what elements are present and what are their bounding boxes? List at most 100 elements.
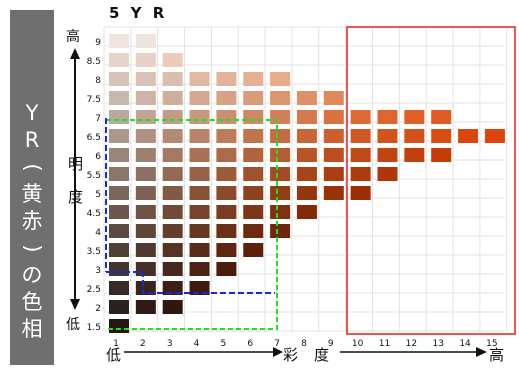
- x-tick-label: 11: [379, 339, 390, 349]
- color-chip: [109, 243, 129, 257]
- color-chip: [216, 205, 237, 219]
- x-tick-label: 14: [459, 339, 471, 349]
- color-chip: [189, 167, 210, 181]
- red-highlight-box: [346, 26, 516, 335]
- color-chip: [216, 186, 237, 200]
- color-chip: [135, 243, 156, 257]
- color-chip: [162, 300, 183, 314]
- hue-label-char: 相: [21, 317, 43, 341]
- color-chip: [323, 129, 344, 143]
- color-chip: [243, 91, 264, 105]
- color-chip: [243, 224, 264, 238]
- color-chip: [189, 262, 210, 276]
- color-chip: [216, 262, 237, 276]
- color-chip: [162, 110, 183, 124]
- color-chip: [109, 148, 129, 162]
- y-tick-label: 2: [95, 304, 101, 314]
- hue-label-char: 赤: [21, 209, 43, 233]
- color-chip: [243, 243, 264, 257]
- color-chip: [189, 72, 210, 86]
- value-axis-title-1: 明: [68, 155, 84, 173]
- color-chip: [377, 110, 398, 124]
- color-chip: [162, 91, 183, 105]
- color-chip: [270, 224, 291, 238]
- hue-side-panel: Y R (黄赤) の色相: [10, 10, 54, 365]
- color-chip: [270, 129, 291, 143]
- color-chip: [296, 148, 317, 162]
- color-chip: [135, 205, 156, 219]
- color-chip: [484, 129, 505, 143]
- color-chip: [135, 224, 156, 238]
- color-chip: [109, 34, 129, 48]
- x-tick-label: 4: [194, 339, 200, 349]
- y-tick-label: 6.5: [87, 133, 101, 143]
- color-chip: [323, 148, 344, 162]
- color-chip: [350, 129, 371, 143]
- y-tick-label: 5.5: [87, 171, 101, 181]
- color-chip: [243, 148, 264, 162]
- color-chip: [458, 129, 479, 143]
- color-chip: [216, 91, 237, 105]
- color-chip: [216, 167, 237, 181]
- color-chip: [216, 72, 237, 86]
- y-tick-label: 8.5: [87, 57, 101, 67]
- color-chip: [135, 300, 156, 314]
- x-tick-label: 5: [221, 339, 227, 349]
- y-tick-label: 5: [95, 190, 101, 200]
- x-tick-label: 15: [486, 339, 497, 349]
- color-chip: [404, 129, 425, 143]
- color-chip: [135, 72, 156, 86]
- color-chip: [404, 110, 425, 124]
- color-chip: [109, 186, 129, 200]
- color-chip: [377, 148, 398, 162]
- color-chip: [135, 129, 156, 143]
- color-chip: [216, 224, 237, 238]
- color-chip: [135, 91, 156, 105]
- hue-label-char: 黄: [21, 182, 43, 206]
- y-tick-label: 7: [95, 114, 101, 124]
- color-chip: [243, 110, 264, 124]
- chart-title: 5 Y R: [109, 4, 168, 22]
- x-tick-label: 3: [167, 339, 173, 349]
- color-chip: [350, 167, 371, 181]
- chroma-axis-title-2: 度: [314, 346, 330, 364]
- y-tick-label: 1.5: [87, 323, 101, 333]
- x-tick-label: 1: [113, 339, 119, 349]
- y-tick-label: 4: [95, 228, 101, 238]
- color-chip: [109, 300, 129, 314]
- color-chip: [431, 129, 452, 143]
- color-chip: [296, 205, 317, 219]
- color-chip: [243, 205, 264, 219]
- value-axis-arrow-up: [70, 48, 80, 59]
- color-chip: [189, 243, 210, 257]
- color-chip: [109, 262, 129, 276]
- color-chip: [162, 72, 183, 86]
- color-chip: [135, 53, 156, 67]
- color-chip: [109, 91, 129, 105]
- y-tick-label: 4.5: [87, 209, 101, 219]
- color-chip: [216, 110, 237, 124]
- value-high-label: 高: [66, 29, 80, 45]
- color-chip: [162, 262, 183, 276]
- color-chip: [189, 186, 210, 200]
- color-chip: [323, 186, 344, 200]
- hue-label-char: R: [24, 128, 40, 152]
- color-chip: [350, 186, 371, 200]
- color-chip: [135, 34, 156, 48]
- color-chip: [296, 91, 317, 105]
- value-axis-arrow-down: [70, 299, 80, 310]
- color-chip: [162, 186, 183, 200]
- value-low-label: 低: [66, 317, 80, 333]
- color-chip: [189, 91, 210, 105]
- color-chip: [162, 224, 183, 238]
- color-chip: [377, 167, 398, 181]
- color-chip: [404, 148, 425, 162]
- color-chip: [189, 129, 210, 143]
- color-chip: [109, 167, 129, 181]
- y-tick-label: 3: [95, 266, 101, 276]
- color-chip: [189, 110, 210, 124]
- blue-highlight-step: [106, 271, 275, 294]
- color-chip: [109, 205, 129, 219]
- color-chip: [323, 110, 344, 124]
- color-chip: [216, 148, 237, 162]
